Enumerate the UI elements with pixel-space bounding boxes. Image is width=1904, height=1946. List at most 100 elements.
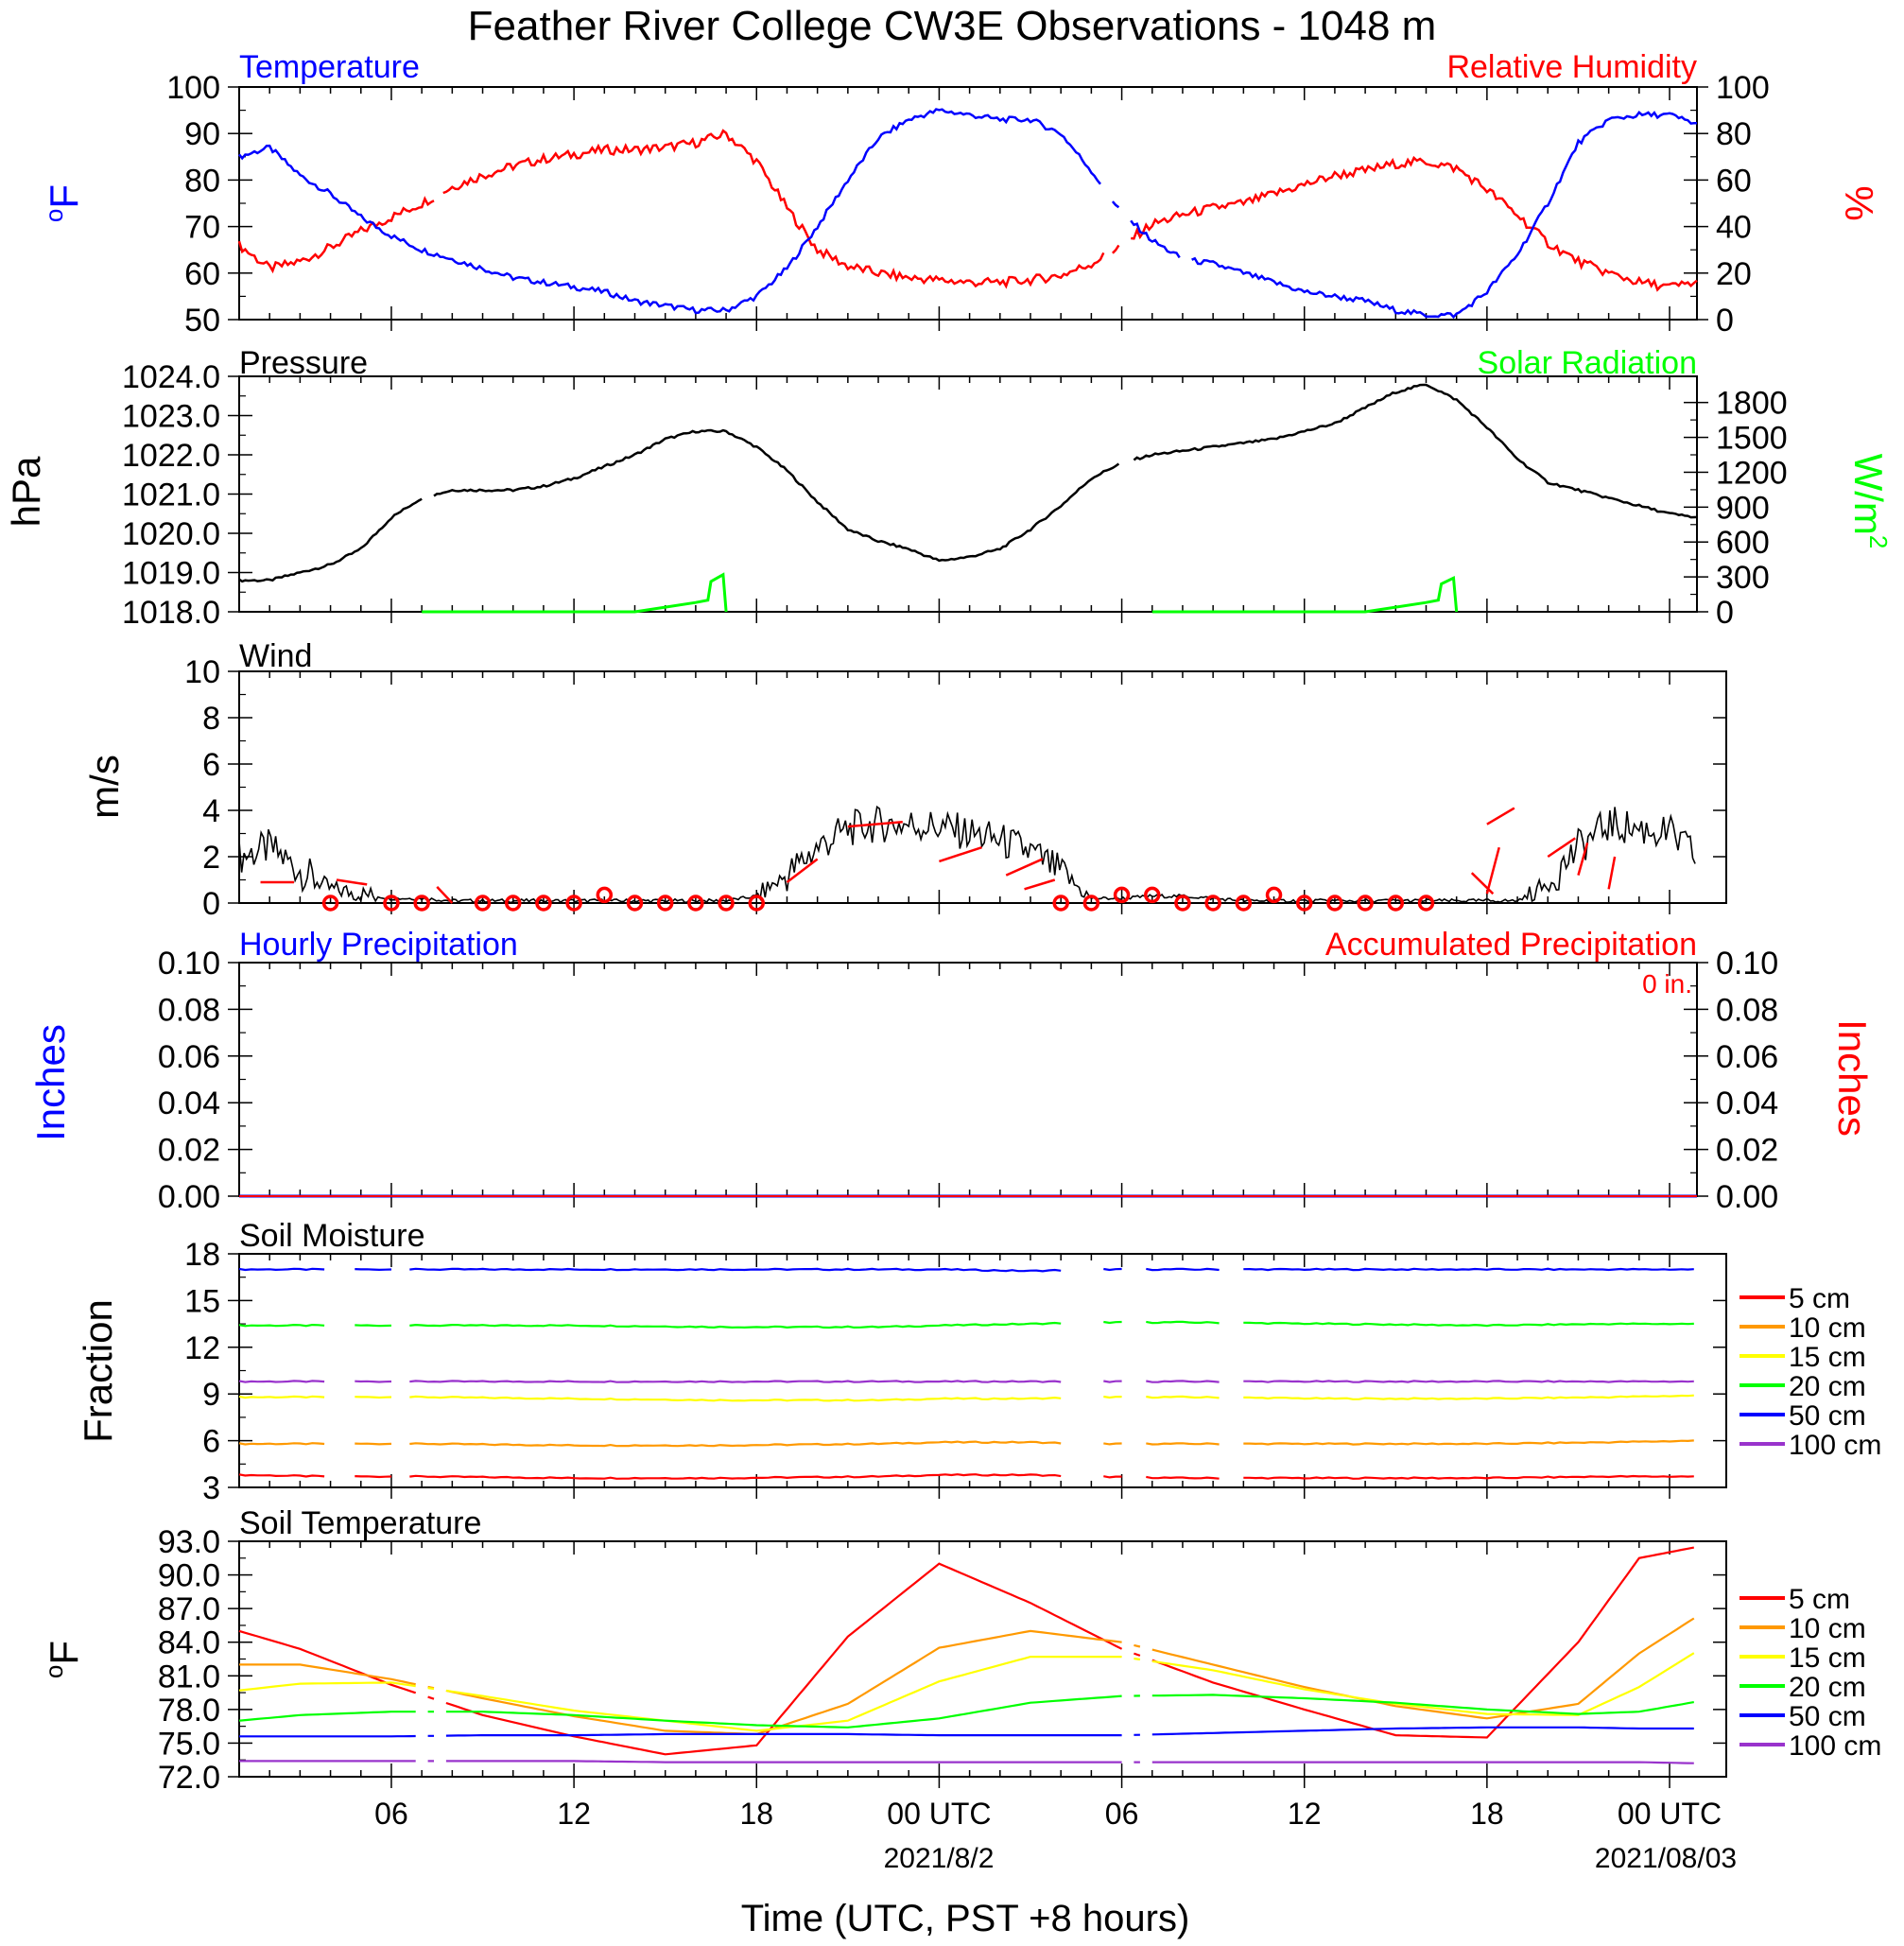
wind-calm-marker [474, 895, 492, 912]
wind-calm-marker [748, 895, 766, 912]
y-tick-label: 1020.0 [122, 516, 220, 552]
panel-title-soil-moisture: Soil Moisture [239, 1218, 425, 1254]
y-tick-label: 0.02 [1716, 1133, 1778, 1169]
y-tick-label: 80 [184, 163, 220, 199]
wind-calm-marker [1174, 895, 1191, 912]
wind-calm-marker [1387, 895, 1405, 912]
soil-moisture-line [238, 1394, 1694, 1402]
panel-title-soil-temperature: Soil Temperature [239, 1505, 481, 1541]
y-tick-label: 900 [1716, 490, 1770, 526]
legend-label: 15 cm [1789, 1642, 1866, 1674]
wind-barb [1577, 842, 1589, 876]
legend-label: 10 cm [1789, 1613, 1866, 1644]
panel-temperature-humidity: 50 60 70 80 90 100 0 20 40 60 80 100 Temperature Rela… [40, 49, 1881, 339]
soil-moisture-line [238, 1473, 1694, 1480]
wind-barb [436, 885, 454, 904]
wind-barb [939, 846, 982, 863]
wind-calm-marker [1052, 895, 1069, 912]
wind-calm-marker [1082, 895, 1100, 912]
figure-title: Feather River College CW3E Observations … [468, 3, 1437, 49]
legend-label: 5 cm [1789, 1584, 1850, 1615]
pressure-line [238, 383, 1698, 583]
y-tick-label: 0 [1716, 595, 1734, 631]
y-label-pressure: hPa [4, 456, 48, 527]
y-tick-label: 0.02 [158, 1133, 220, 1169]
y-tick-label: 0.08 [158, 992, 220, 1028]
y-tick-label: 15 [184, 1283, 220, 1319]
y-tick-label: 93.0 [158, 1524, 220, 1560]
wind-calm-marker [1295, 895, 1313, 912]
y-tick-label: 0.06 [158, 1039, 220, 1075]
y-tick-label: 40 [1716, 210, 1752, 246]
y-tick-label: 78.0 [158, 1693, 220, 1729]
panel-title-humidity: Relative Humidity [1446, 49, 1697, 85]
y-tick-label: 10 [184, 654, 220, 690]
wind-calm-marker [535, 895, 552, 912]
soil-temperature-line [238, 1652, 1695, 1732]
wind-barb [1470, 872, 1495, 895]
panel-soil-temperature: 72.075.078.081.084.087.090.093.0 06 12 18 00… [40, 1505, 1881, 1831]
wind-calm-marker [1326, 895, 1343, 912]
panel-title-accum-precip: Accumulated Precipitation [1325, 927, 1697, 963]
wind-barb [786, 858, 819, 883]
y-tick-label: 90.0 [158, 1558, 220, 1594]
accum-precip-total: 0 in. [1642, 969, 1692, 999]
y-tick-label: 1024.0 [122, 359, 220, 395]
soil-temperature-line [239, 1726, 1694, 1738]
wind-calm-marker [504, 895, 522, 912]
wind-calm-marker [1144, 886, 1161, 904]
x-tick-label: 18 [739, 1797, 773, 1831]
x-tick-label: 18 [1470, 1797, 1504, 1831]
soil-moisture-line [238, 1439, 1694, 1448]
y-tick-label: 100 [1716, 70, 1770, 106]
x-tick-label: 00 UTC [887, 1797, 991, 1831]
y-tick-label: 6 [202, 1424, 220, 1460]
y-tick-label: 3 [202, 1470, 220, 1506]
wind-barb [1024, 878, 1056, 891]
y-tick-label: 0.08 [1716, 992, 1778, 1028]
panel-frame [238, 670, 1727, 904]
y-tick-label: 0.00 [1716, 1179, 1778, 1215]
legend-label: 20 cm [1789, 1672, 1866, 1703]
y-tick-label: 6 [202, 747, 220, 783]
y-tick-label: 8 [202, 701, 220, 737]
x-tick-label: 12 [1288, 1797, 1322, 1831]
soil-moisture-line [238, 1320, 1694, 1329]
x-axis-label: Time (UTC, PST +8 hours) [741, 1898, 1190, 1939]
wind-calm-marker [383, 895, 400, 912]
y-tick-label: 0.04 [1716, 1086, 1778, 1121]
y-tick-label: 0 [202, 886, 220, 922]
legend-label: 50 cm [1789, 1400, 1866, 1432]
legend-label: 15 cm [1789, 1342, 1866, 1373]
panel-frame [238, 1253, 1727, 1488]
soil-temperature-line [239, 1760, 1694, 1764]
panel-title-solar: Solar Radiation [1478, 345, 1697, 381]
y-tick-label: 1021.0 [122, 478, 220, 513]
y-label-hourly-precip: Inches [28, 1024, 73, 1141]
x-tick-label: 06 [1105, 1797, 1139, 1831]
wind-barb [847, 821, 903, 828]
temperature-line [238, 108, 1698, 320]
wind-barb [1005, 858, 1044, 877]
y-tick-label: 600 [1716, 525, 1770, 561]
wind-calm-marker [1357, 895, 1374, 912]
y-tick-label: 18 [184, 1237, 220, 1273]
y-tick-label: 0.06 [1716, 1039, 1778, 1075]
y-tick-label: 75.0 [158, 1726, 220, 1762]
wind-calm-marker [1113, 886, 1131, 904]
panel-frame [238, 1540, 1727, 1778]
y-tick-label: 100 [166, 70, 220, 106]
legend-label: 100 cm [1789, 1430, 1881, 1461]
solar-line [1151, 576, 1459, 614]
y-label-temperature: oF [40, 184, 86, 222]
x-tick-label: 00 UTC [1618, 1797, 1722, 1831]
wind-barb [1547, 837, 1576, 859]
wind-calm-marker [1204, 895, 1221, 912]
y-tick-label: 300 [1716, 560, 1770, 596]
wind-barb [1607, 856, 1617, 890]
legend-label: 10 cm [1789, 1312, 1866, 1344]
